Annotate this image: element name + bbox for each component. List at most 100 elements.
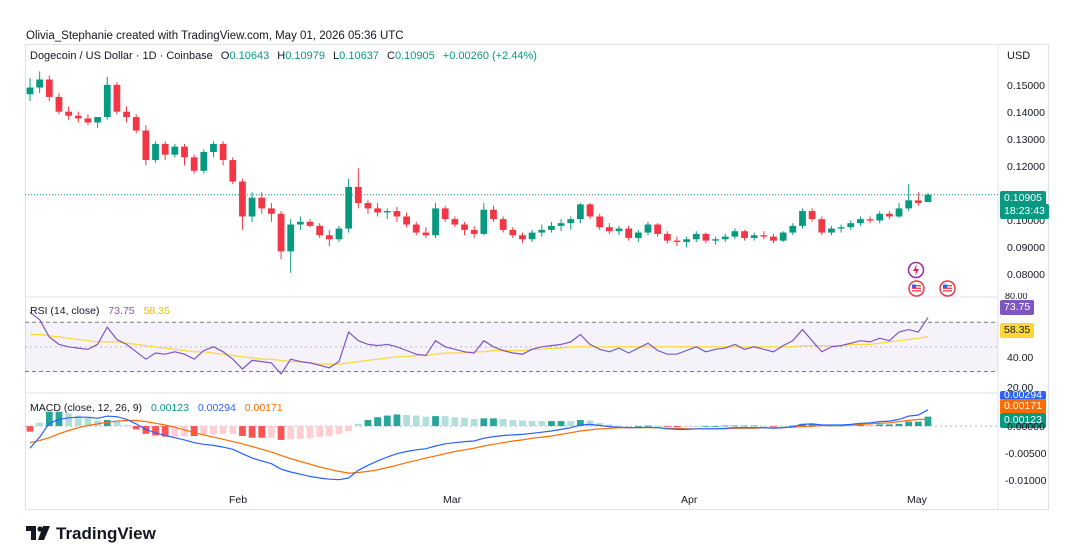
macd-histogram-bar <box>36 422 44 427</box>
candle-body <box>799 211 806 226</box>
symbol-legend: Dogecoin / US Dollar · 1D · Coinbase O0.… <box>30 50 537 62</box>
countdown-badge: 18:23:43 <box>1000 204 1049 219</box>
candle-body <box>789 225 797 233</box>
macd-histogram-bar <box>857 424 864 427</box>
macd-histogram-bar <box>692 426 700 427</box>
macd-histogram-bar <box>210 426 217 435</box>
macd-signal-value: 0.00171 <box>244 402 283 414</box>
price-tick: 0.08000 <box>1007 269 1045 281</box>
lightning-event-icon[interactable] <box>907 261 925 284</box>
candle-body <box>26 87 34 95</box>
candle-body <box>132 117 140 131</box>
rsi-value-badge: 73.75 <box>1000 300 1035 315</box>
candle-body <box>818 219 826 233</box>
close-value: 0.10905 <box>394 50 435 62</box>
candle-body <box>200 152 208 171</box>
macd-histogram-bar <box>268 426 275 438</box>
high-value: 0.10979 <box>285 50 325 62</box>
macd-histogram-bar <box>779 426 787 427</box>
macd-histogram-bar <box>538 421 546 427</box>
macd-histogram-bar <box>480 418 488 427</box>
candle-body <box>142 130 150 161</box>
macd-histogram-bar <box>306 426 314 439</box>
macd-histogram-bar <box>412 415 420 427</box>
us-flag-event-icon[interactable] <box>908 280 925 302</box>
macd-histogram-bar <box>441 416 449 427</box>
rsi-title[interactable]: RSI (14, close) <box>30 305 100 317</box>
macd-histogram-bar <box>770 426 777 427</box>
candle-body <box>470 229 478 234</box>
candle-body <box>712 239 719 241</box>
candle-body <box>123 111 130 118</box>
candle-body <box>422 232 430 236</box>
macd-histogram-bar <box>548 421 555 427</box>
macd-histogram-bar <box>702 426 710 427</box>
close-key: C <box>387 50 395 62</box>
macd-histogram-bar <box>876 424 884 427</box>
macd-signal-badge: 0.00171 <box>1000 399 1046 414</box>
candle-body <box>914 200 922 204</box>
candle-body <box>654 224 662 234</box>
macd-histogram-bar <box>45 411 53 427</box>
candle-body <box>702 233 710 241</box>
macd-histogram-bar <box>905 421 913 427</box>
macd-histogram-bar <box>354 423 362 427</box>
macd-histogram-bar <box>325 426 333 437</box>
macd-hist-value: 0.00123 <box>150 402 189 414</box>
macd-histogram-bar <box>509 419 517 427</box>
candle-body <box>441 208 449 220</box>
macd-tick: -0.01000 <box>1005 475 1047 487</box>
chart-frame <box>25 44 1049 510</box>
macd-title[interactable]: MACD (close, 12, 26, 9) <box>30 402 143 414</box>
candle-body <box>644 224 652 233</box>
macd-histogram-bar <box>383 415 391 427</box>
macd-line-value: 0.00294 <box>197 402 236 414</box>
candle-body <box>248 197 256 217</box>
macd-line <box>29 409 929 481</box>
x-tick: Feb <box>229 494 248 506</box>
currency-label[interactable]: USD <box>1007 50 1031 62</box>
candle-body <box>239 181 246 217</box>
candle-body <box>219 143 227 161</box>
candle-body <box>905 200 913 209</box>
macd-histogram-bar <box>152 426 159 436</box>
candle-body <box>268 208 275 214</box>
rsi-tick: 40.00 <box>1007 352 1034 364</box>
macd-histogram-bar <box>895 423 903 427</box>
macd-line-badge: 0.00294 <box>1000 391 1046 400</box>
candle-body <box>412 224 420 233</box>
macd-histogram-bar <box>190 426 198 437</box>
macd-histogram-bar <box>287 426 295 440</box>
candle-body <box>615 228 623 232</box>
us-flag-event-icon[interactable] <box>939 280 956 302</box>
candle-body <box>171 146 179 155</box>
price-tick: 0.14000 <box>1007 107 1045 119</box>
macd-histogram-bar <box>229 426 237 434</box>
candle-body <box>403 216 410 225</box>
rsi-value: 73.75 <box>108 305 135 317</box>
high-key: H <box>277 50 286 62</box>
candle-body <box>538 229 546 233</box>
macd-histogram-bar <box>557 421 565 427</box>
macd-histogram-bar <box>258 426 266 438</box>
macd-histogram-bar <box>432 416 439 427</box>
macd-histogram-bar <box>596 422 604 427</box>
candle-body <box>741 231 748 238</box>
candle-body <box>634 232 642 238</box>
candle-body <box>808 211 816 220</box>
macd-histogram-bar <box>345 426 353 432</box>
macd-histogram-bar <box>171 426 179 437</box>
tradingview-logo-icon <box>26 526 52 545</box>
price-tick: 0.12000 <box>1007 161 1045 173</box>
candle-body <box>499 219 507 230</box>
x-tick: May <box>907 494 927 506</box>
candle-body <box>605 227 613 232</box>
candle-body <box>84 118 92 123</box>
macd-histogram-bar <box>789 425 797 427</box>
candle-body <box>393 211 401 217</box>
symbol-name[interactable]: Dogecoin / US Dollar · 1D · Coinbase <box>30 50 213 62</box>
candle-body <box>432 208 439 236</box>
macd-histogram-bar <box>663 426 671 427</box>
candle-body <box>345 186 353 229</box>
